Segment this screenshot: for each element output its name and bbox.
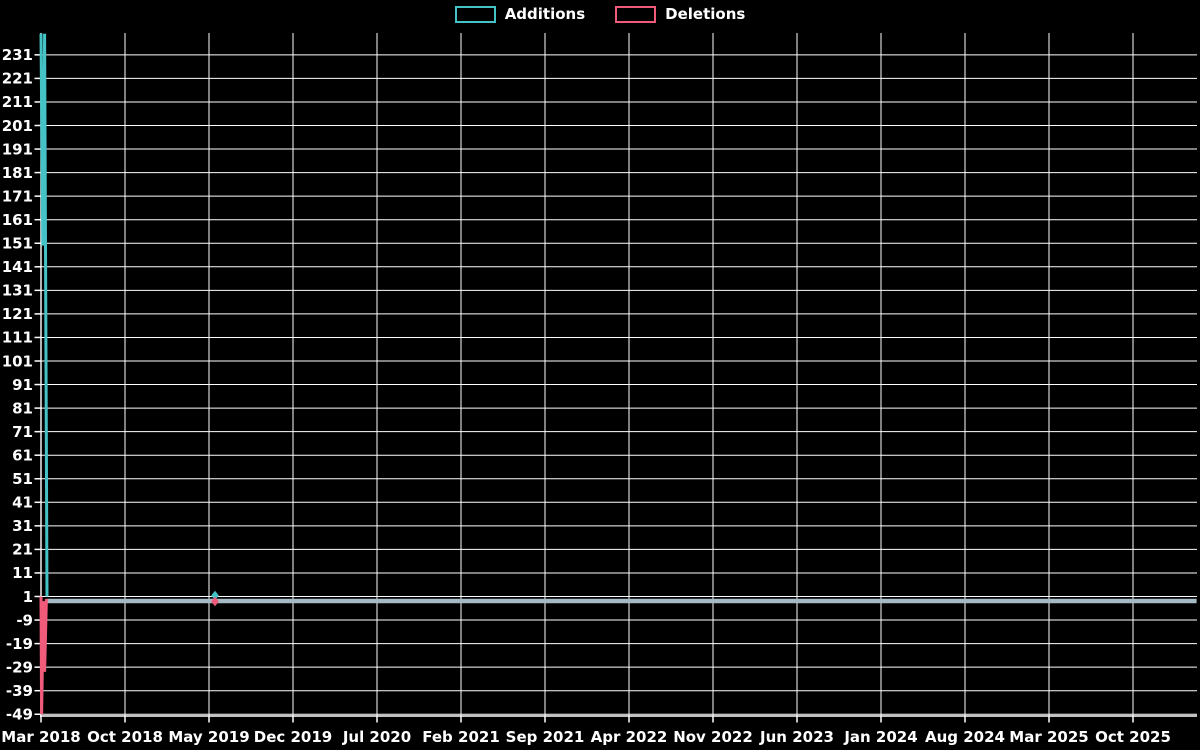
x-tick-label: Jun 2023 — [759, 728, 834, 746]
x-grid: Mar 2018 Oct 2018 May 2019 Dec 2019 Jul 2020… — [1, 33, 1171, 746]
y-tick-label: -29 — [6, 658, 33, 676]
y-tick-label: 111 — [2, 329, 33, 347]
y-tick-label: 151 — [2, 235, 33, 253]
y-tick-label: 191 — [2, 140, 33, 158]
x-tick-label: Oct 2025 — [1095, 728, 1171, 746]
legend-swatch-deletions — [615, 6, 657, 23]
y-tick-label: 71 — [12, 423, 33, 441]
y-tick-label: -39 — [6, 682, 33, 700]
chart-legend: Additions Deletions — [0, 6, 1200, 23]
y-tick-label: 221 — [2, 70, 33, 88]
y-tick-label: 81 — [12, 399, 33, 417]
x-tick-label: Nov 2022 — [673, 728, 753, 746]
x-tick-label: Sep 2021 — [506, 728, 585, 746]
legend-item-deletions[interactable]: Deletions — [615, 6, 745, 23]
y-tick-label: 61 — [12, 446, 33, 464]
x-tick-label: Aug 2024 — [925, 728, 1005, 746]
marker-additions-diamond — [211, 590, 219, 601]
x-tick-label: Oct 2018 — [87, 728, 163, 746]
y-tick-label: 211 — [2, 93, 33, 111]
x-tick-label: Apr 2022 — [591, 728, 668, 746]
legend-item-additions[interactable]: Additions — [454, 5, 586, 23]
y-tick-label: 181 — [2, 164, 33, 182]
y-tick-label: 41 — [12, 494, 33, 512]
y-tick-label: 11 — [12, 564, 33, 582]
x-tick-label: Dec 2019 — [254, 728, 333, 746]
y-tick-label: 141 — [2, 258, 33, 276]
y-tick-label: -49 — [6, 706, 33, 724]
legend-label: Additions — [504, 5, 586, 23]
y-tick-label: 131 — [2, 282, 33, 300]
x-tick-label: Feb 2021 — [422, 728, 500, 746]
x-tick-label: Mar 2018 — [1, 728, 80, 746]
y-tick-label: 231 — [2, 46, 33, 64]
series-path-deletions — [39, 596, 48, 715]
y-tick-label: 1 — [23, 588, 33, 606]
y-tick-label: 31 — [12, 517, 33, 535]
y-tick-label: 171 — [2, 187, 33, 205]
y-tick-label: -19 — [6, 635, 33, 653]
x-tick-label: Jan 2024 — [843, 728, 917, 746]
legend-swatch-additions — [454, 6, 496, 23]
x-tick-label: Mar 2025 — [1009, 728, 1088, 746]
series-path-additions — [39, 33, 49, 597]
y-tick-label: 201 — [2, 117, 33, 135]
y-tick-label: 21 — [12, 541, 33, 559]
marker-deletions-diamond — [211, 596, 219, 607]
y-tick-label: -9 — [16, 611, 33, 629]
legend-label: Deletions — [665, 5, 746, 23]
y-tick-label: 91 — [12, 376, 33, 394]
y-tick-label: 121 — [2, 305, 33, 323]
y-tick-label: 161 — [2, 211, 33, 229]
y-tick-label: 101 — [2, 352, 33, 370]
x-tick-label: May 2019 — [168, 728, 249, 746]
x-tick-label: Jul 2020 — [342, 728, 411, 746]
y-tick-label: 51 — [12, 470, 33, 488]
y-grid: 2312212112011911811711611511411311211111… — [2, 46, 1197, 724]
